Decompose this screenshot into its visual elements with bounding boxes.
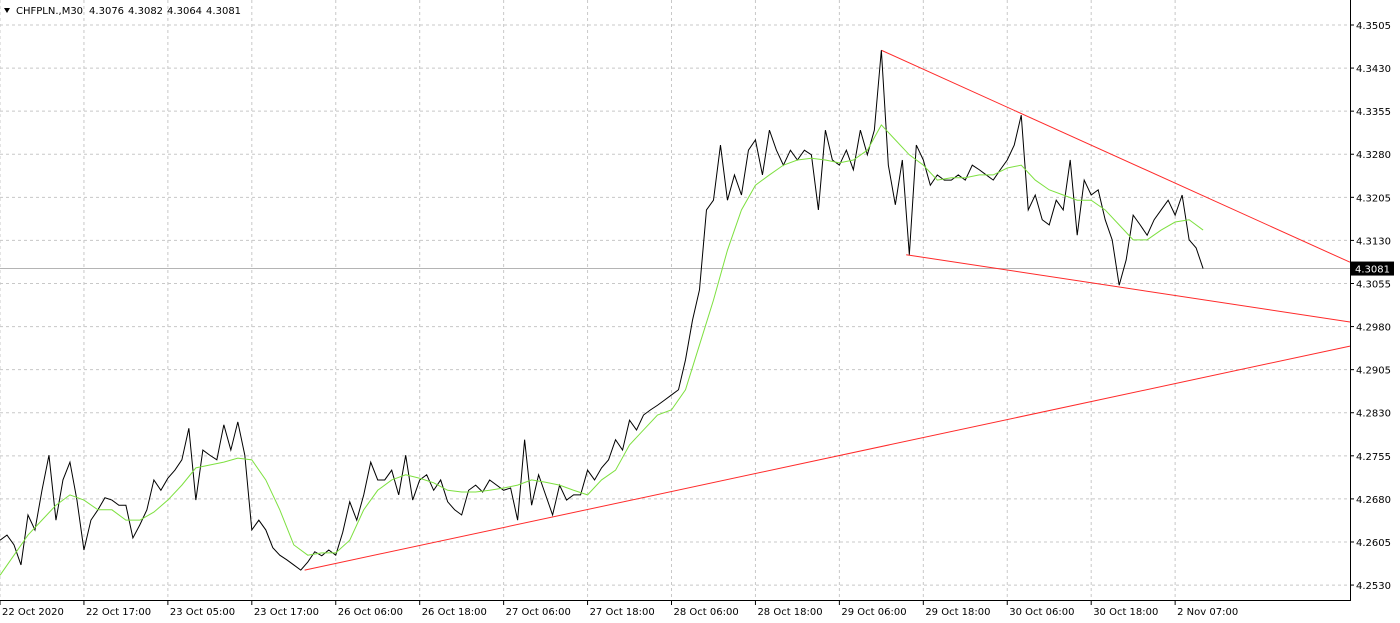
price-tag (1351, 261, 1394, 276)
x-tick-label: 30 Oct 18:00 (1093, 607, 1158, 618)
y-tick-label: 4.2680 (1356, 495, 1391, 506)
header-arrow (4, 8, 10, 13)
y-tick-label: 4.3055 (1356, 279, 1391, 290)
high: 4.3082 (128, 6, 163, 17)
x-tick-label: 28 Oct 18:00 (757, 607, 822, 618)
y-tick-label: 4.3130 (1356, 236, 1391, 247)
trend-line (304, 345, 1351, 571)
y-tick-label: 4.2830 (1356, 409, 1391, 420)
x-tick-label: 22 Oct 2020 (2, 607, 64, 618)
header: CHFPLN.,M30 4.3076 4.3082 4.3064 4.3081 (16, 6, 241, 17)
close: 4.3081 (206, 6, 241, 17)
y-tick-label: 4.3280 (1356, 150, 1391, 161)
y-tick-label: 4.3430 (1356, 64, 1391, 75)
price-line (0, 124, 1204, 576)
x-tick-label: 22 Oct 17:00 (86, 607, 151, 618)
x-tick-label: 27 Oct 06:00 (506, 607, 571, 618)
grid (0, 0, 1350, 600)
y-tick-label: 4.2530 (1356, 581, 1391, 592)
x-tick-label: 26 Oct 18:00 (422, 607, 487, 618)
axes: 4.3505 4.3430 4.3355 4.3280 4.3205 4.3130 4.30… (0, 21, 1394, 618)
symbol: CHFPLN.,M30 (16, 6, 83, 17)
x-tick-label: 30 Oct 06:00 (1009, 607, 1074, 618)
y-tick-label: 4.2755 (1356, 452, 1391, 463)
x-tick-label: 23 Oct 05:00 (170, 607, 235, 618)
x-tick-label: 23 Oct 17:00 (254, 607, 319, 618)
trend-line (881, 49, 1351, 263)
plot (0, 49, 1351, 576)
x-tick-label: 29 Oct 06:00 (841, 607, 906, 618)
open: 4.3076 (89, 6, 124, 17)
y-tick-label: 4.2605 (1356, 538, 1391, 549)
y-tick-label: 4.3505 (1356, 21, 1391, 32)
x-tick-label: 26 Oct 06:00 (338, 607, 403, 618)
low: 4.3064 (167, 6, 202, 17)
y-tick-label: 4.3205 (1356, 193, 1391, 204)
y-tick-label: 4.2980 (1356, 323, 1391, 334)
y-tick-label: 4.3355 (1356, 107, 1391, 118)
x-tick-label: 2 Nov 07:00 (1177, 607, 1238, 618)
y-tick-label: 4.2905 (1356, 366, 1391, 377)
x-tick-label: 29 Oct 18:00 (925, 607, 990, 618)
x-tick-label: 27 Oct 18:00 (590, 607, 655, 618)
trend-line (906, 254, 1351, 323)
price-tag-label: 4.3081 (1355, 265, 1390, 276)
x-tick-label: 28 Oct 06:00 (674, 607, 739, 618)
